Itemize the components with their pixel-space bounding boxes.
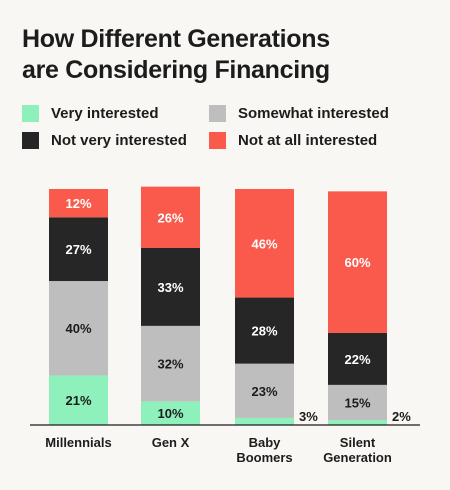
legend-label-very-interested: Very interested [51,104,159,122]
legend-swatch-somewhat-interested [209,104,226,122]
data-label-gen-x-very-interested: 10% [157,406,183,421]
data-label-gen-x-not-very-interested: 33% [157,280,183,295]
chart-title-line-1: How Different Generations [22,25,330,53]
data-label-millennials-very-interested: 21% [65,393,91,408]
bar-gen-x-not-at-all-interested [141,186,200,248]
x-tick-label-silent-generation: Silent Generation [323,435,392,465]
bar-millennials-not-at-all-interested [49,189,108,218]
legend-label-not-at-all-interested: Not at all interested [238,131,378,149]
data-label-silent-generation-very-interested: 2% [392,409,411,424]
bar-millennials-somewhat-interested [49,281,108,376]
bar-silent-generation-not-at-all-interested [328,191,387,333]
chart-title: How Different Generations are Considerin… [22,24,432,86]
legend-item-very-interested: Very interested [22,103,159,123]
x-tick-label-millennials: Millennials [45,435,111,450]
data-label-millennials-not-very-interested: 27% [65,242,91,257]
legend-label-not-very-interested: Not very interested [51,131,187,149]
bar-silent-generation-somewhat-interested [328,384,387,421]
legend-label-somewhat-interested: Somewhat interested [238,104,389,122]
data-label-millennials-not-at-all-interested: 12% [65,196,91,211]
legend-item-somewhat-interested: Somewhat interested [209,103,389,123]
bar-gen-x-somewhat-interested [141,325,200,402]
data-label-millennials-somewhat-interested: 40% [65,321,91,336]
data-label-baby-boomers-somewhat-interested: 23% [251,384,277,399]
data-label-silent-generation-not-very-interested: 22% [344,352,370,367]
legend-swatch-very-interested [22,104,39,122]
data-label-baby-boomers-very-interested: 3% [299,409,318,424]
legend-item-not-very-interested: Not very interested [22,130,187,150]
legend-item-not-at-all-interested: Not at all interested [209,130,377,150]
bar-millennials-very-interested [49,375,108,425]
bar-baby-boomers-not-very-interested [235,297,294,364]
data-label-baby-boomers-not-at-all-interested: 46% [251,236,277,251]
bar-gen-x-not-very-interested [141,248,200,326]
x-tick-label-gen-x: Gen X [152,435,190,450]
bar-silent-generation-not-very-interested [328,332,387,385]
bar-baby-boomers-very-interested [235,417,294,425]
legend-swatch-not-at-all-interested [209,131,226,149]
data-label-gen-x-not-at-all-interested: 26% [157,210,183,225]
bar-gen-x-very-interested [141,401,200,425]
data-label-baby-boomers-not-very-interested: 28% [251,324,277,339]
data-label-silent-generation-not-at-all-interested: 60% [344,255,370,270]
data-label-gen-x-somewhat-interested: 32% [157,357,183,372]
data-label-silent-generation-somewhat-interested: 15% [344,396,370,411]
bar-silent-generation-very-interested [328,420,387,425]
legend-swatch-not-very-interested [22,131,39,149]
bar-baby-boomers-somewhat-interested [235,363,294,418]
chart-title-line-2: are Considering Financing [22,56,330,84]
bar-millennials-not-very-interested [49,217,108,282]
bar-baby-boomers-not-at-all-interested [235,189,294,298]
x-tick-label-baby-boomers: Baby Boomers [236,435,292,465]
